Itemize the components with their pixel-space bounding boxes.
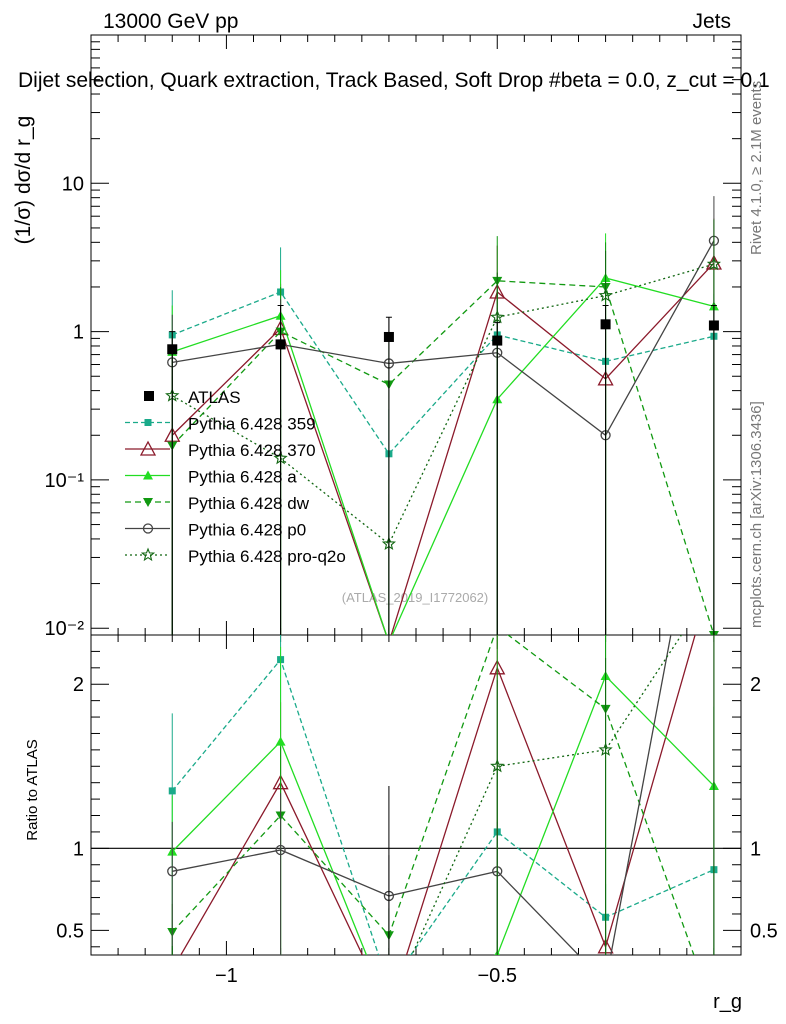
plot-title: Dijet selection, Quark extraction, Track… [18, 69, 770, 92]
series-atlas-data [167, 304, 719, 635]
ratio-series-line [171, 674, 715, 955]
ratio-y-tick-label-right: 0.5 [750, 920, 778, 942]
data-point [383, 331, 394, 342]
rivet-label: Rivet 4.1.0, ≥ 2.1M events [748, 81, 765, 255]
ratio-series-point [383, 1000, 394, 1011]
ratio-series-point [490, 758, 505, 773]
legend-label: Pythia 6.428 pro-q2o [188, 547, 346, 566]
series-point [598, 288, 613, 302]
ratio-series-point [598, 742, 613, 756]
ratio-series-point [165, 963, 179, 976]
legend-item: Pythia 6.428 p0 [125, 521, 306, 540]
legend-item: Pythia 6.428 a [125, 468, 297, 487]
x-tick-label: −0.5 [478, 965, 517, 987]
data-point [708, 320, 719, 331]
ratio-y-tick-label: 2 [73, 674, 84, 696]
legend-label: Pythia 6.428 a [188, 468, 297, 487]
ratio-series-point [168, 787, 176, 795]
series-line [172, 291, 715, 455]
y-tick-label: 10⁻¹ [45, 470, 85, 492]
data-point [167, 344, 178, 355]
data-point [492, 335, 503, 346]
legend-label: Pythia 6.428 p0 [188, 521, 306, 540]
legend-marker [142, 523, 154, 534]
legend-item-atlas: ATLAS [144, 388, 241, 407]
ratio-series-point [384, 1006, 394, 1015]
legend-marker [139, 440, 157, 456]
ratio-series-point [275, 736, 286, 746]
data-point [275, 339, 286, 350]
legend-marker [143, 470, 153, 480]
legend-label: Pythia 6.428 370 [188, 441, 316, 460]
process-label: Jets [692, 10, 731, 33]
energy-label: 13000 GeV pp [103, 10, 238, 33]
ratio-y-tick-label-right: 1 [750, 838, 761, 860]
ratio-series-point [167, 866, 178, 877]
ratio-series-pythia-6-428-a [167, 635, 719, 1015]
series-line [172, 240, 715, 437]
ratio-frame [90, 634, 742, 956]
ratio-series-line [172, 635, 672, 955]
ratio-series-pythia-6-428-dw [167, 635, 695, 955]
legend-marker [144, 419, 152, 426]
legend-item: Pythia 6.428 dw [125, 494, 310, 513]
series-line [171, 280, 715, 635]
ratio-y-tick-label: 1 [73, 838, 84, 860]
ratio-series-point [385, 983, 392, 990]
ratio-series-line [171, 658, 715, 955]
series-point [706, 256, 721, 271]
series-pythia-6-428-dw [167, 236, 719, 635]
data-point [600, 319, 611, 330]
ratio-series-line [411, 635, 683, 955]
ratio-series-point [275, 970, 286, 981]
tick-labels: −1 −0.5 10⁻² 10⁻¹ 1 10 0.5 0.5 1 1 2 2 [45, 173, 778, 987]
watermark: (ATLAS_2019_I1772062) [342, 590, 488, 605]
series-line [172, 277, 715, 635]
ratio-y-tick-label: 0.5 [56, 920, 84, 942]
ratio-series-pythia-6-428-pro-q2o [167, 635, 715, 1011]
ratio-series-point [167, 957, 179, 968]
main-plot-area [164, 196, 723, 635]
ratio-series-point [275, 844, 286, 856]
ratio-ylabel: Ratio to ATLAS [24, 739, 41, 840]
legend-marker [143, 498, 153, 507]
legend-label: ATLAS [188, 388, 241, 407]
mcplots-label: mcplots.cern.ch [arXiv:1306.3436] [748, 401, 765, 628]
ratio-series-point [601, 978, 610, 987]
axis-ticks [91, 35, 741, 955]
y-tick-label: 10⁻² [45, 618, 85, 640]
series-line [171, 262, 715, 635]
y-tick-label: 10 [62, 173, 84, 195]
legend-item: Pythia 6.428 359 [125, 415, 316, 434]
ratio-y-tick-label-right: 2 [750, 674, 761, 696]
ratio-series-point [382, 1004, 396, 1017]
legend: ATLAS Pythia 6.428 359 Pythia 6.428 370 Pyt… [125, 388, 346, 566]
main-frame [90, 34, 742, 636]
legend-item: Pythia 6.428 pro-q2o [125, 547, 346, 566]
x-tick-label: −1 [215, 965, 238, 987]
y-tick-label: 1 [73, 322, 84, 344]
legend-marker [140, 547, 156, 562]
ratio-plot-area [91, 635, 741, 1017]
legend-marker [144, 391, 154, 401]
legend-label: Pythia 6.428 dw [188, 494, 310, 513]
main-ylabel: (1/σ) dσ/d r_g [12, 116, 35, 245]
ratio-series-line [171, 635, 695, 955]
series-pythia-6-428-a [167, 233, 719, 635]
x-axis-label: r_g [713, 991, 742, 1013]
legend-label: Pythia 6.428 359 [188, 415, 316, 434]
series-point [490, 309, 505, 324]
legend-item: Pythia 6.428 370 [125, 440, 316, 460]
